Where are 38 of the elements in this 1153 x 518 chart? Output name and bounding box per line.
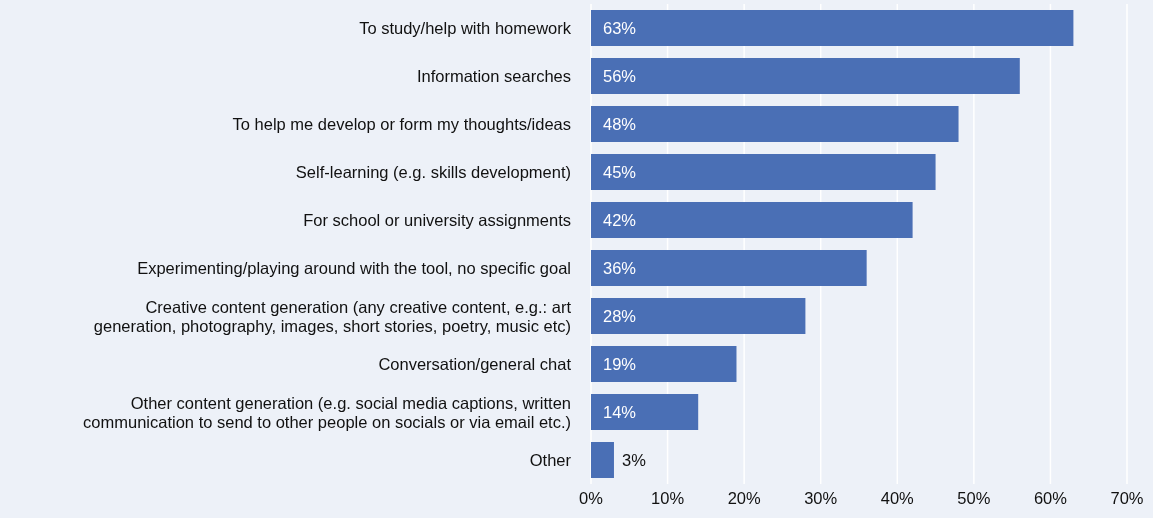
data-label: 48%	[603, 115, 637, 133]
y-tick-label: Other	[529, 451, 572, 469]
data-label: 63%	[603, 19, 637, 37]
y-tick-label: Self-learning (e.g. skills development)	[295, 163, 571, 181]
y-tick-label: Experimenting/playing around with the tool, no specific goal	[137, 259, 571, 277]
bar	[591, 250, 867, 286]
x-tick-label: 20%	[727, 488, 761, 507]
data-label: 36%	[603, 259, 637, 277]
bar	[591, 394, 699, 430]
bar	[591, 298, 806, 334]
bar	[591, 106, 959, 142]
x-tick-label: 70%	[1110, 488, 1144, 507]
y-tick-label: To study/help with homework	[359, 19, 572, 37]
data-label: 19%	[603, 355, 637, 373]
data-label: 42%	[603, 211, 637, 229]
y-tick-label: To help me develop or form my thoughts/ideas	[232, 115, 571, 133]
x-tick-label: 40%	[880, 488, 915, 507]
x-tick-label: 60%	[1033, 488, 1068, 507]
y-tick-label: Creative content generation (any creative content, e.g.: art generation, photography, images, short stories, poetry, music etc)	[93, 297, 572, 335]
data-label: 56%	[603, 67, 637, 85]
bar	[591, 346, 737, 382]
data-label: 28%	[603, 307, 637, 325]
x-tick-label: 30%	[804, 488, 838, 507]
y-tick-label: Conversation/general chat	[378, 355, 572, 373]
x-tick-label: 10%	[651, 488, 685, 507]
y-tick-label: Other content generation (e.g. social media captions, written communication to send to other people on socials or via email etc.)	[83, 393, 571, 431]
bar	[591, 58, 1020, 94]
data-label: 14%	[603, 403, 637, 421]
y-tick-label: For school or university assignments	[303, 211, 571, 229]
y-tick-label: Information searches	[416, 67, 571, 85]
x-tick-label: 50%	[957, 488, 991, 507]
data-label: 45%	[603, 163, 637, 181]
bar	[591, 10, 1074, 46]
bar	[591, 442, 614, 478]
data-label: 3%	[621, 451, 647, 469]
x-tick-label: 0%	[579, 488, 604, 507]
bar	[591, 154, 936, 190]
bar	[591, 202, 913, 238]
